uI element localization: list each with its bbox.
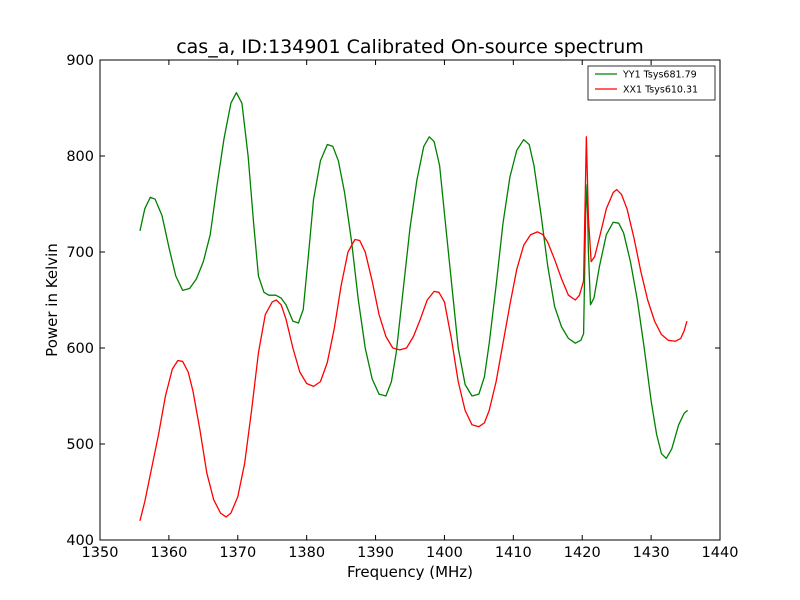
x-tick-label: 1440	[702, 545, 739, 561]
legend-box	[587, 65, 716, 101]
chart-title: cas_a, ID:134901 Calibrated On-source sp…	[176, 36, 644, 58]
tick-label-layer: 1350 1360 1370 1380 1390 1400 1410 1420 1430 1440…	[66, 53, 738, 561]
y-tick-label: 800	[66, 149, 94, 165]
x-tick-label: 1360	[150, 545, 187, 561]
plot-frame	[99, 59, 721, 541]
legend: YY1 Tsys681.79 XX1 Tsys610.31	[587, 65, 716, 101]
tick-layer	[99, 59, 721, 541]
series-line-yy1	[139, 91, 689, 460]
x-axis-label: Frequency (MHz)	[347, 563, 473, 581]
x-tick-label: 1350	[82, 545, 119, 561]
y-tick-label: 400	[66, 533, 94, 549]
x-tick-label: 1420	[564, 545, 601, 561]
x-tick-label: 1410	[495, 545, 532, 561]
legend-label-yy1: YY1 Tsys681.79	[622, 70, 697, 81]
series-layer	[139, 91, 689, 521]
x-tick-label: 1430	[633, 545, 670, 561]
y-tick-label: 500	[66, 437, 94, 453]
x-tick-label: 1380	[288, 545, 325, 561]
y-tick-label: 900	[66, 53, 94, 69]
legend-label-xx1: XX1 Tsys610.31	[623, 85, 698, 96]
series-line-xx1	[139, 136, 688, 521]
x-tick-label: 1390	[357, 545, 394, 561]
y-tick-label: 600	[66, 341, 94, 357]
y-axis-label: Power in Kelvin	[43, 243, 61, 357]
y-tick-label: 700	[66, 245, 94, 261]
x-tick-label: 1370	[219, 545, 256, 561]
x-tick-label: 1400	[426, 545, 463, 561]
